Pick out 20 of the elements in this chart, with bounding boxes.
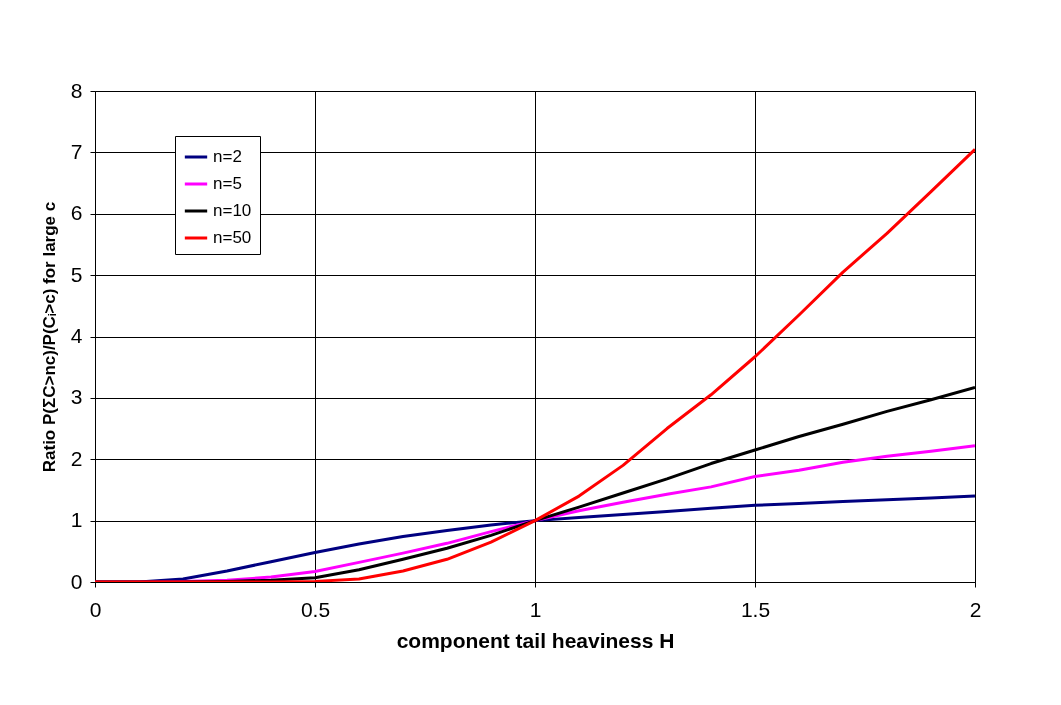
y-tick-label: 0: [70, 569, 83, 593]
legend-label: n=10: [213, 201, 252, 220]
y-tick-label: 4: [70, 324, 83, 347]
y-tick-label: 5: [70, 262, 83, 286]
legend-label: n=2: [213, 147, 242, 166]
y-tick-label: 3: [70, 385, 83, 409]
x-tick-label: 2: [969, 597, 982, 621]
x-tick-label: 0: [89, 597, 102, 621]
x-tick-label: 0.5: [300, 597, 331, 621]
x-tick-label: 1.5: [740, 597, 771, 621]
y-tick-label: 7: [70, 139, 83, 163]
y-tick-label: 2: [70, 446, 83, 470]
x-tick-label: 1: [529, 597, 542, 621]
y-tick-label: 6: [70, 201, 83, 225]
legend-label: n=50: [213, 228, 252, 247]
y-axis-title: Ratio P(ΣC>nc)/P(Cᵢ>c) for large c: [39, 201, 59, 473]
y-tick-label: 8: [70, 78, 83, 102]
legend-label: n=5: [213, 174, 242, 193]
y-tick-label: 1: [70, 508, 83, 532]
x-axis-title: component tail heaviness H: [396, 628, 675, 652]
